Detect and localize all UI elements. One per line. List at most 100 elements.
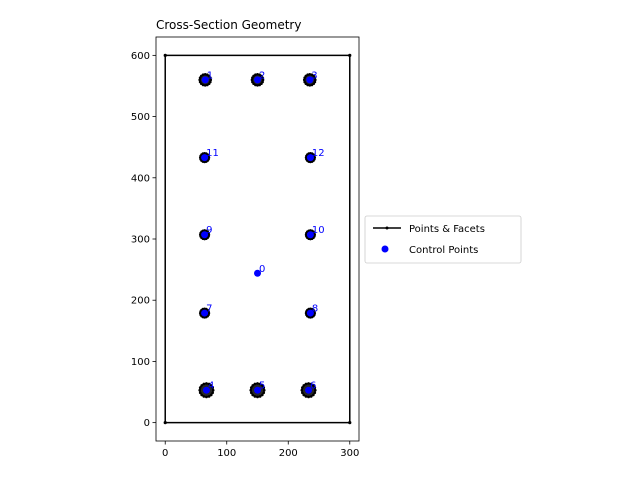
control-point-label: 2	[259, 70, 265, 81]
rebar-vertex	[209, 78, 213, 82]
rebar-vertex	[302, 78, 306, 82]
rebar-vertex	[249, 386, 253, 389]
rebar-vertex	[313, 391, 317, 395]
control-point-label: 11	[206, 148, 219, 159]
rebar-vertex	[256, 382, 259, 385]
legend-item-facets: Points & Facets	[409, 224, 485, 235]
control-point	[306, 309, 314, 317]
rebar-vertex	[251, 393, 255, 397]
control-point-label: 8	[312, 304, 318, 315]
rebar-vertex	[312, 384, 315, 387]
x-tick-label: 0	[162, 448, 168, 459]
axes-frame	[155, 36, 360, 442]
rebar-vertex	[250, 78, 254, 82]
rebar-vertex	[314, 388, 317, 392]
control-point	[306, 154, 314, 162]
rebar-vertex	[207, 395, 211, 398]
rebar-vertex	[307, 382, 310, 385]
outline-vertex	[163, 53, 167, 57]
legend-line-marker	[385, 226, 389, 230]
control-point	[254, 269, 261, 277]
rebar-vertex	[201, 73, 205, 77]
rebar-vertex	[211, 391, 214, 395]
control-point-label: 5	[259, 381, 265, 392]
outline-vertex	[163, 421, 167, 425]
control-point-label: 0	[259, 264, 265, 275]
rebar-vertex	[198, 391, 202, 395]
control-point	[306, 231, 314, 239]
control-point	[254, 386, 261, 394]
control-point-label: 10	[312, 225, 325, 236]
y-tick-label: 400	[131, 173, 150, 184]
control-point	[201, 231, 209, 239]
rebar-vertex	[306, 73, 309, 77]
rebar-vertex	[258, 395, 262, 398]
rebar-vertex	[258, 83, 261, 87]
rebar-vertex	[310, 83, 314, 87]
rebar-vertex	[198, 386, 202, 389]
rebar-vertex	[302, 393, 306, 397]
rebar-vertex	[256, 395, 259, 399]
control-point	[202, 386, 210, 394]
rebar-vertex	[260, 384, 264, 387]
control-point	[201, 76, 209, 84]
rebar-vertex	[209, 76, 212, 80]
rebar-vertex	[304, 382, 308, 386]
rebar-vertex	[308, 73, 312, 76]
control-point	[305, 386, 313, 394]
control-point	[306, 76, 314, 84]
rebar-vertex	[256, 84, 259, 87]
rebar-vertex	[254, 73, 257, 77]
x-tick-label: 300	[340, 448, 359, 459]
y-tick-label: 300	[131, 235, 150, 246]
control-point-label: 9	[206, 225, 212, 236]
rebar-vertex	[301, 386, 304, 389]
rebar-vertex	[302, 384, 306, 387]
chart-title: Cross-Section Geometry	[156, 18, 301, 32]
control-point	[254, 76, 261, 84]
rebar-vertex	[256, 73, 259, 76]
control-point-label: 1	[207, 70, 213, 81]
control-point-label: 3	[311, 70, 317, 81]
y-tick-label: 0	[144, 418, 150, 429]
rebar-vertex	[309, 382, 313, 386]
legend-box	[364, 215, 522, 264]
control-point-label: 6	[310, 381, 316, 392]
legend-item-control-points: Control Points	[409, 245, 478, 256]
rebar-vertex	[205, 395, 208, 399]
rebar-vertex	[203, 84, 207, 87]
rebar-vertex	[209, 393, 213, 397]
rebar-vertex	[262, 386, 266, 389]
rebar-vertex	[211, 388, 215, 392]
rebar-vertex	[313, 76, 317, 80]
rebar-vertex	[205, 382, 208, 385]
x-tick-label: 100	[217, 448, 236, 459]
y-tick-label: 100	[131, 357, 150, 368]
rebar-vertex	[301, 391, 304, 395]
control-point	[201, 154, 209, 162]
y-tick-label: 200	[131, 296, 150, 307]
rebar-vertex	[209, 384, 213, 387]
rebar-vertex	[200, 393, 203, 397]
rebar-vertex	[249, 388, 253, 392]
section-outline	[164, 54, 351, 424]
rebar-vertex	[249, 391, 253, 395]
rebar-vertex	[206, 83, 209, 87]
rebar-vertex	[300, 388, 304, 392]
outline-vertex	[348, 53, 352, 57]
rebar-vertex	[304, 395, 308, 398]
rebar-vertex	[309, 395, 313, 398]
rebar-vertex	[261, 78, 265, 82]
rebar-vertex	[203, 73, 207, 76]
rebar-vertex	[307, 395, 310, 399]
y-tick-label: 500	[131, 112, 150, 123]
rebar-vertex	[211, 386, 214, 389]
control-point-label: 12	[312, 148, 325, 159]
rebar-vertex	[198, 80, 202, 84]
rebar-vertex	[200, 384, 203, 387]
rebar-vertex	[253, 382, 257, 386]
rebar-vertex	[308, 84, 312, 87]
